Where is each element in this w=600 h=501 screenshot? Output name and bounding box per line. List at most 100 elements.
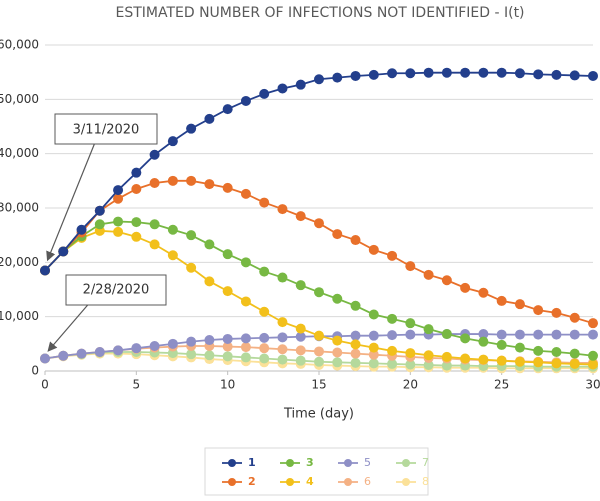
y-tick-label: 0 [31,364,39,378]
data-point [58,350,69,361]
data-point [387,68,398,79]
y-tick-label: 30,000 [0,201,39,215]
data-point [332,357,343,368]
legend-label: 2 [248,475,256,488]
data-point [496,295,507,306]
data-point [186,175,197,186]
data-point [259,88,270,99]
data-point [478,67,489,78]
legend-label: 1 [248,456,256,469]
data-point [222,182,233,193]
data-point [423,67,434,78]
data-point [295,280,306,291]
data-point [496,355,507,366]
y-tick-label: 60,000 [0,38,39,52]
data-point [533,305,544,316]
data-point [186,230,197,241]
data-point [295,211,306,222]
data-point [350,235,361,246]
data-point [131,183,142,194]
data-point [551,329,562,340]
plot-area: 0 10,000 20,000 30,000 40,000 50,000 60,000 0 5 1… [0,38,600,392]
legend-marker [228,459,236,467]
data-point [149,149,160,160]
data-point [332,335,343,346]
data-point [332,293,343,304]
y-tick-label: 20,000 [0,255,39,269]
data-point [478,354,489,365]
data-point [441,67,452,78]
data-point [314,287,324,298]
data-point [295,345,306,356]
data-point [204,335,215,346]
legend-marker [286,459,294,467]
data-point [94,219,105,230]
x-tick-label: 0 [41,378,49,392]
data-point [368,349,379,360]
data-point [149,178,160,189]
data-point [460,67,471,78]
data-point [551,346,562,357]
data-point [204,113,215,124]
data-point [350,348,361,359]
legend-marker [402,459,410,467]
data-point [204,276,215,287]
legend-label: 8 [422,475,429,488]
data-point [277,332,288,343]
data-point [387,358,398,369]
data-point [405,68,416,79]
data-point [40,265,50,276]
data-point [76,348,87,359]
data-point [186,349,197,360]
data-point [588,359,598,370]
legend-marker [344,478,352,486]
data-point [240,333,251,344]
annotation-arrow [47,299,93,352]
annotation-box [65,274,167,306]
legend-box [204,447,429,496]
data-point [113,216,124,227]
data-point [314,218,324,229]
data-point [514,299,525,310]
data-point [113,226,124,237]
data-point [277,272,288,283]
data-point [167,338,178,349]
x-tick-label: 10 [220,378,235,392]
data-point [350,330,361,341]
legend-marker [402,478,410,486]
data-point [314,356,324,367]
data-point [240,257,251,268]
data-point [222,286,233,297]
data-point [496,67,507,78]
series-line [44,71,594,272]
data-point [222,249,233,260]
data-point [240,342,251,353]
data-point [222,341,233,352]
data-point [387,250,398,261]
data-point [314,330,324,341]
data-point [368,244,379,255]
data-point [240,188,251,199]
data-point [423,350,434,361]
data-point [423,269,434,280]
data-point [514,68,525,79]
data-point [131,343,142,354]
data-point [551,358,562,369]
data-point [478,287,489,298]
data-point [350,339,361,350]
x-tick-label: 25 [494,378,509,392]
legend: 1 2 3 4 5 6 7 8 [222,456,429,488]
data-point [569,329,580,340]
annotations: 3/11/2020 2/28/2020 [46,113,167,352]
data-point [514,329,525,340]
data-point [277,204,288,215]
chart-title: ESTIMATED NUMBER OF INFECTIONS NOT IDENT… [115,5,524,21]
data-point [149,219,160,230]
data-point [332,229,343,240]
data-point [222,333,233,344]
data-point [405,359,416,370]
x-tick-label: 5 [133,378,141,392]
data-point [186,123,197,134]
data-point [569,312,580,323]
